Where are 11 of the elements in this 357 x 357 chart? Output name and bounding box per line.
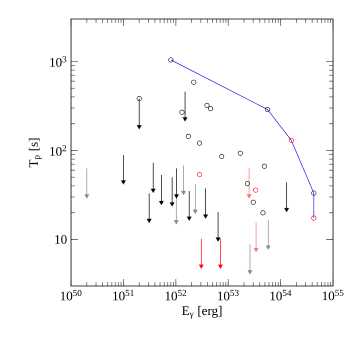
y-axis-title: T$_{p}$ [s]	[28, 138, 42, 168]
y-tick-label: 10	[55, 235, 67, 244]
x-axis-title: E$_{γ}$ [erg]	[182, 306, 222, 319]
y-tick-label: 10$^{2}$	[50, 145, 66, 156]
x-tick-label: 10$^{52}$	[166, 290, 186, 300]
x-tick-label: 10$^{53}$	[218, 290, 239, 300]
x-tick-label: 10$^{55}$	[322, 290, 344, 300]
x-tick-label: 10$^{54}$	[270, 290, 292, 300]
x-tick-label: 10$^{50}$	[60, 290, 82, 300]
x-tick-label: 10$^{51}$	[113, 290, 134, 300]
y-tick-label: 10$^{3}$	[50, 56, 66, 67]
